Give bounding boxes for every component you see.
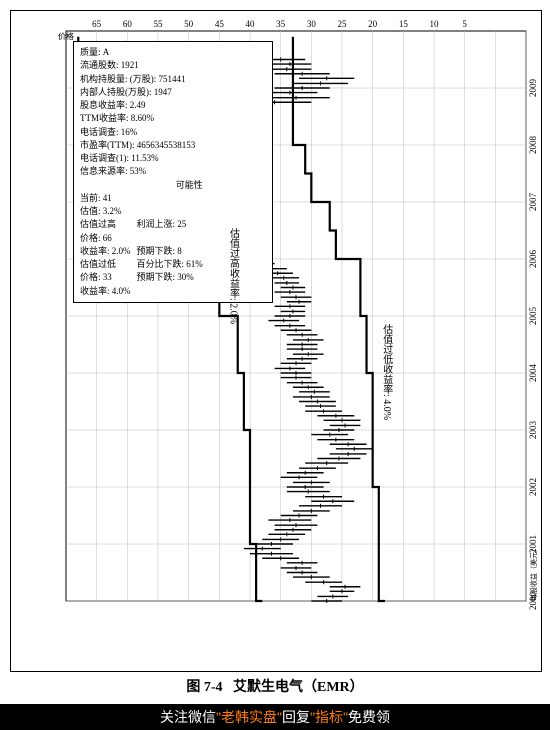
svg-text:10: 10 xyxy=(430,19,440,29)
panel-cell: 估值过高 xyxy=(80,219,135,230)
svg-text:2008: 2008 xyxy=(528,136,538,155)
panel-row: 信息来源率: 53% xyxy=(80,166,207,177)
svg-text:每股收益（美元）: 每股收益（美元） xyxy=(529,545,538,601)
panel-cell: 预期下跌: 8 xyxy=(137,246,207,257)
svg-text:2007: 2007 xyxy=(528,193,538,212)
svg-text:2003: 2003 xyxy=(528,421,538,440)
svg-text:2009: 2009 xyxy=(528,79,538,98)
panel-section: 可能性 xyxy=(80,180,207,191)
svg-text:2004: 2004 xyxy=(528,364,538,383)
svg-text:15: 15 xyxy=(399,19,409,29)
svg-text:2006: 2006 xyxy=(528,250,538,269)
banner-t3: 回复 xyxy=(282,709,310,725)
panel-row: TTM收益率: 8.60% xyxy=(80,113,207,124)
svg-text:60: 60 xyxy=(123,19,133,29)
panel-row: 电话调查: 16% xyxy=(80,127,207,138)
panel-cell xyxy=(137,233,207,244)
panel-cell xyxy=(137,286,207,297)
annotation-high-yield: 估值过高收益率: 2.0% xyxy=(225,228,240,324)
annotation-low-yield: 估值过低收益率: 4.0% xyxy=(379,324,394,420)
svg-text:价格: 价格 xyxy=(58,31,74,41)
svg-text:2002: 2002 xyxy=(528,478,538,496)
svg-text:5: 5 xyxy=(462,19,467,29)
banner-t2: "老韩实盘" xyxy=(216,709,282,725)
chart-frame: 510152025303540455055606520000.721.65200… xyxy=(10,10,542,672)
panel-cell: 收益率: 2.0% xyxy=(80,246,135,257)
svg-text:40: 40 xyxy=(246,19,256,29)
panel-row: 估值: 3.2% xyxy=(80,206,207,217)
panel-cell: 收益率: 4.0% xyxy=(80,286,135,297)
panel-cell: 利润上涨: 25 xyxy=(137,219,207,230)
banner-t1: 关注微信 xyxy=(160,709,216,725)
panel-row: 机构持股量: (万股): 751441 xyxy=(80,74,207,85)
svg-text:30: 30 xyxy=(307,19,317,29)
info-panel: 质量: A 流通股数: 1921 机构持股量: (万股): 751441 内部人持股(… xyxy=(73,41,273,303)
panel-row: 当前: 41 xyxy=(80,193,207,204)
svg-text:2005: 2005 xyxy=(528,307,538,326)
panel-cell: 价格: 33 xyxy=(80,272,135,283)
svg-text:35: 35 xyxy=(276,19,286,29)
svg-text:20: 20 xyxy=(368,19,378,29)
svg-text:25: 25 xyxy=(338,19,348,29)
panel-row: 质量: A xyxy=(80,47,207,58)
panel-cell: 百分比下跌: 61% xyxy=(137,259,207,270)
panel-row: 市盈率(TTM): 4656345538153 xyxy=(80,140,207,151)
panel-row: 股息收益率: 2.49 xyxy=(80,100,207,111)
panel-cell: 预期下跌: 30% xyxy=(137,272,207,283)
svg-text:45: 45 xyxy=(215,19,225,29)
panel-cell: 估值过低 xyxy=(80,259,135,270)
banner-t4: "指标" xyxy=(310,709,348,725)
caption-prefix: 图 7-4 xyxy=(186,680,222,695)
page: 510152025303540455055606520000.721.65200… xyxy=(0,0,550,730)
caption-title: 艾默生电气（EMR） xyxy=(233,680,364,695)
svg-text:55: 55 xyxy=(154,19,164,29)
panel-table: 质量: A 流通股数: 1921 机构持股量: (万股): 751441 内部人持股(… xyxy=(78,45,209,299)
promo-banner: 关注微信"老韩实盘"回复"指标"免费领 xyxy=(0,704,550,730)
panel-cell: 价格: 66 xyxy=(80,233,135,244)
svg-text:65: 65 xyxy=(92,19,102,29)
figure-caption: 图 7-4 艾默生电气（EMR） xyxy=(0,676,550,696)
panel-row: 流通股数: 1921 xyxy=(80,60,207,71)
svg-text:50: 50 xyxy=(184,19,194,29)
panel-row: 电话调查(1): 11.53% xyxy=(80,153,207,164)
banner-t5: 免费领 xyxy=(348,709,390,725)
panel-row: 内部人持股(万股): 1947 xyxy=(80,87,207,98)
